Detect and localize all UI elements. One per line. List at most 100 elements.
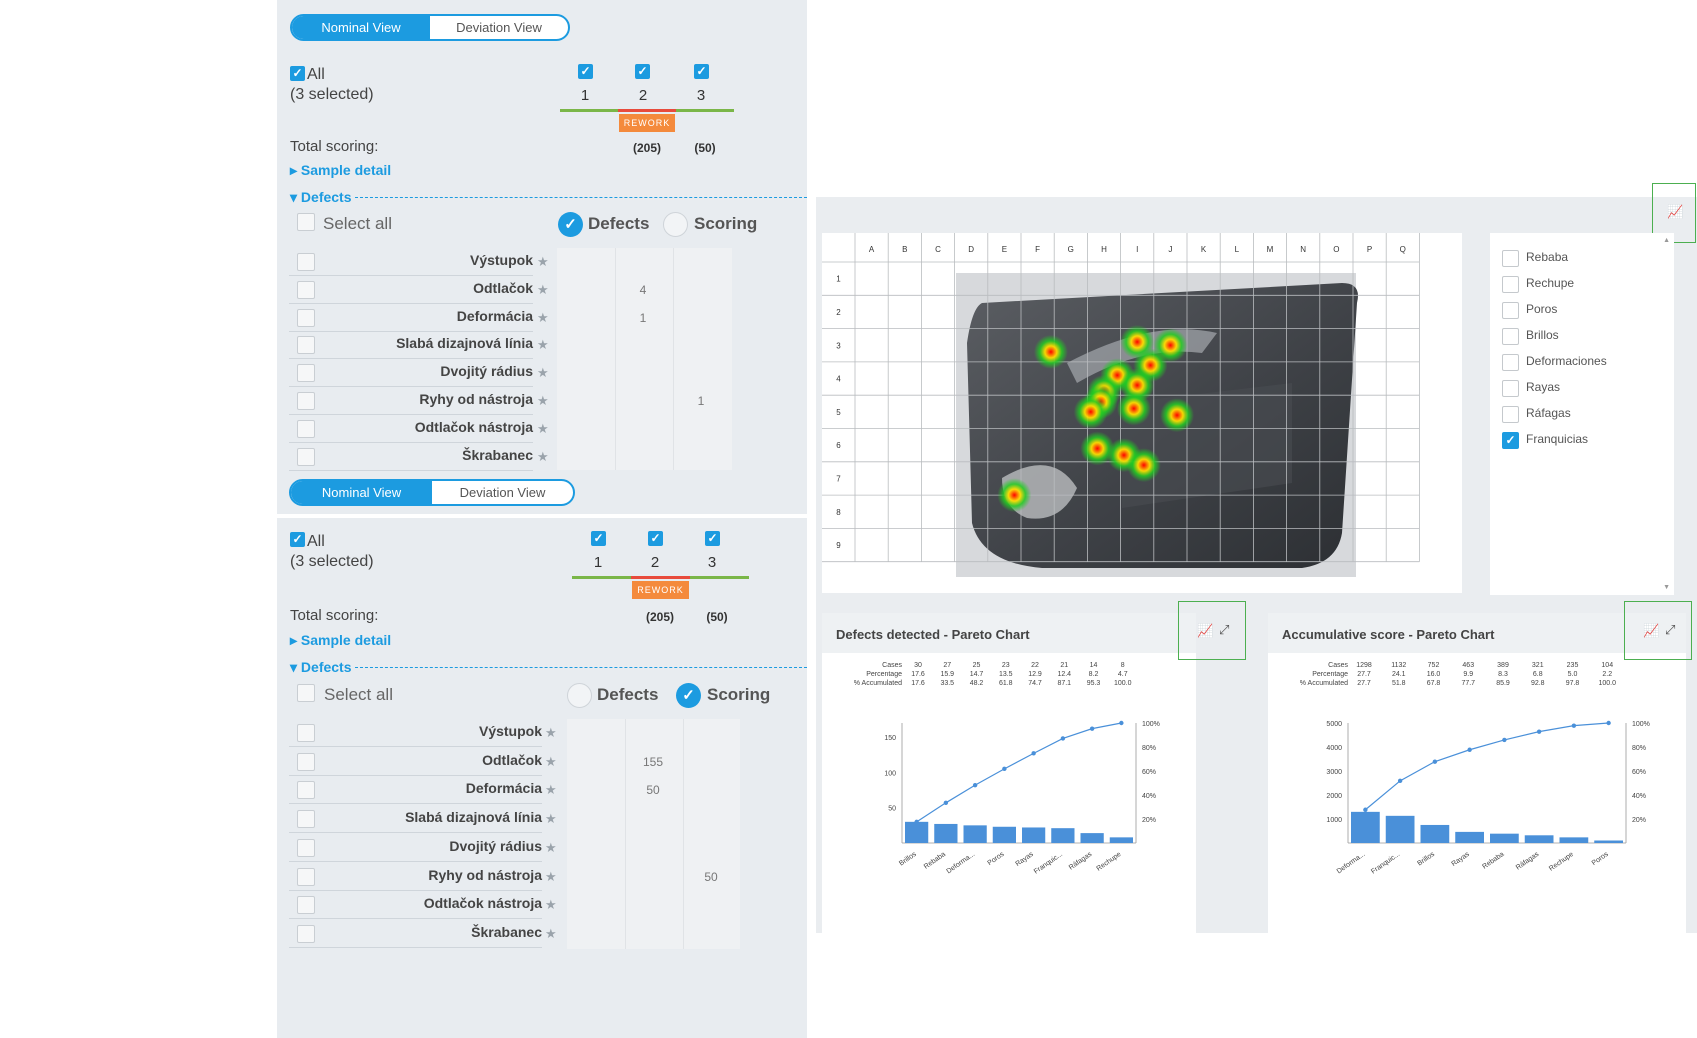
scoring-radio[interactable]: [663, 212, 688, 237]
defect-row-checkbox[interactable]: [297, 447, 315, 466]
pareto-bar: [1490, 833, 1519, 843]
star-icon[interactable]: ★: [537, 365, 549, 381]
column-label: D: [968, 245, 974, 254]
section-divider: [355, 197, 807, 198]
legend-checkbox[interactable]: [1502, 328, 1519, 345]
score-pareto-chart[interactable]: Cases 1298 1132 752 463 389 321 235 104 Percentag…: [1268, 653, 1686, 933]
defect-row: Slabá dizajnová línia: [289, 331, 533, 360]
star-icon[interactable]: ★: [545, 782, 557, 798]
scroll-down-arrow[interactable]: ▼: [1663, 584, 1670, 591]
pareto-bar: [934, 823, 958, 843]
table-cell: 25: [973, 662, 981, 669]
legend-checkbox[interactable]: [1502, 354, 1519, 371]
pareto-bar: [1051, 828, 1075, 843]
sample-detail-link[interactable]: ▸ Sample detail: [290, 162, 392, 178]
star-icon[interactable]: ★: [537, 281, 549, 297]
legend-checkbox[interactable]: [1502, 406, 1519, 423]
defect-row: Škrabanec: [289, 443, 533, 471]
sample-3-checkbox[interactable]: ✓: [694, 64, 709, 79]
defect-row-checkbox[interactable]: [297, 280, 315, 299]
defect-name: Dvojitý rádius: [440, 363, 533, 380]
legend-checkbox[interactable]: [1502, 380, 1519, 397]
star-icon[interactable]: ★: [545, 925, 557, 941]
sample-3-checkbox[interactable]: ✓: [705, 531, 720, 546]
defect-row-checkbox[interactable]: [297, 781, 315, 800]
sample-1-checkbox[interactable]: ✓: [578, 64, 593, 79]
line-chart-icon[interactable]: 📈: [1643, 623, 1660, 638]
defect-row-checkbox[interactable]: [297, 867, 315, 886]
legend-checkbox[interactable]: ✓: [1502, 432, 1519, 449]
star-icon[interactable]: ★: [537, 337, 549, 353]
defect-row-checkbox[interactable]: [297, 253, 315, 271]
y-tick-label: 150: [884, 735, 896, 742]
star-icon[interactable]: ★: [545, 753, 557, 769]
defect-row-checkbox[interactable]: [297, 724, 315, 742]
star-icon[interactable]: ★: [537, 309, 549, 325]
defect-row-checkbox[interactable]: [297, 810, 315, 829]
scroll-up-arrow[interactable]: ▲: [1663, 237, 1670, 244]
defect-row-checkbox[interactable]: [297, 752, 315, 771]
expand-icon[interactable]: ⤢: [1219, 622, 1230, 637]
category-label: Poros: [1591, 851, 1610, 868]
table-cell: 1132: [1391, 662, 1406, 669]
total-sample-2: (205): [645, 610, 674, 624]
star-icon[interactable]: ★: [545, 897, 557, 913]
defects-section-toggle[interactable]: ▾ Defects: [290, 659, 352, 675]
defects-section-toggle[interactable]: ▾ Defects: [290, 189, 352, 205]
defect-row-checkbox[interactable]: [297, 364, 315, 383]
sample-2-checkbox[interactable]: ✓: [648, 531, 663, 546]
defect-heatmap[interactable]: A B C D E F G H I J K L M N O P Q 1 2 3 4 5 6 7 8 9: [822, 233, 1462, 593]
sample-3-status: [690, 576, 749, 579]
star-icon[interactable]: ★: [545, 839, 557, 855]
legend-checkbox[interactable]: [1502, 302, 1519, 319]
sample-detail-link[interactable]: ▸ Sample detail: [290, 632, 392, 648]
nominal-view-button[interactable]: Nominal View: [292, 16, 430, 39]
category-label: Rebaba: [923, 851, 947, 871]
legend-checkbox[interactable]: [1502, 276, 1519, 293]
sample-2-checkbox[interactable]: ✓: [635, 64, 650, 79]
select-all-checkbox[interactable]: [297, 213, 315, 231]
deviation-view-button[interactable]: Deviation View: [459, 485, 546, 500]
sample-1-checkbox[interactable]: ✓: [591, 531, 606, 546]
total-sample-3: (50): [694, 141, 716, 155]
defects-radio[interactable]: ✓: [558, 212, 583, 237]
star-icon[interactable]: ★: [537, 448, 549, 464]
all-label: All: [307, 66, 325, 83]
y-tick-label: 5000: [1326, 721, 1342, 728]
defect-row-checkbox[interactable]: [297, 419, 315, 438]
defect-row-checkbox[interactable]: [297, 896, 315, 915]
star-icon[interactable]: ★: [537, 254, 549, 269]
star-icon[interactable]: ★: [545, 811, 557, 827]
defect-row-checkbox[interactable]: [297, 924, 315, 943]
all-checkbox[interactable]: ✓: [290, 66, 305, 81]
table-cell: 235: [1567, 662, 1579, 669]
table-cell: 8: [1121, 662, 1125, 669]
all-checkbox[interactable]: ✓: [290, 532, 305, 547]
y-tick-label: 100: [884, 770, 896, 777]
total-scoring-label: Total scoring:: [290, 607, 379, 624]
star-icon[interactable]: ★: [545, 868, 557, 884]
deviation-view-button[interactable]: Deviation View: [456, 20, 542, 35]
defects-radio[interactable]: [567, 683, 592, 708]
star-icon[interactable]: ★: [537, 393, 549, 408]
defect-row-checkbox[interactable]: [297, 838, 315, 857]
expand-icon[interactable]: ⤢: [1665, 622, 1676, 637]
defect-type-legend: Rebaba Rechupe Poros Brillos Deformaciones Ra…: [1490, 233, 1674, 595]
legend-checkbox[interactable]: [1502, 250, 1519, 267]
star-icon[interactable]: ★: [537, 420, 549, 436]
scoring-radio[interactable]: ✓: [676, 683, 701, 708]
nominal-view-button[interactable]: Nominal View: [291, 481, 432, 504]
accumulated-point: [1002, 766, 1007, 772]
line-chart-icon[interactable]: 📈: [1197, 623, 1214, 638]
accumulated-point: [1502, 737, 1507, 743]
star-icon[interactable]: ★: [545, 725, 557, 740]
defect-row-checkbox[interactable]: [297, 308, 315, 327]
defects-pareto-chart[interactable]: Cases 30 27 25 23 22 21 14 8 Percentage 17.6 15.9 14…: [822, 653, 1196, 933]
defect-row-checkbox[interactable]: [297, 336, 315, 355]
table-cell: 22: [1031, 662, 1039, 669]
defect-row-checkbox[interactable]: [297, 392, 315, 410]
select-all-checkbox[interactable]: [297, 684, 315, 702]
table-cell: 27.7: [1357, 680, 1371, 687]
score-chart-actions: 📈 ⤢: [1624, 601, 1692, 660]
heatmap-chart-button[interactable]: 📈: [1652, 183, 1696, 243]
